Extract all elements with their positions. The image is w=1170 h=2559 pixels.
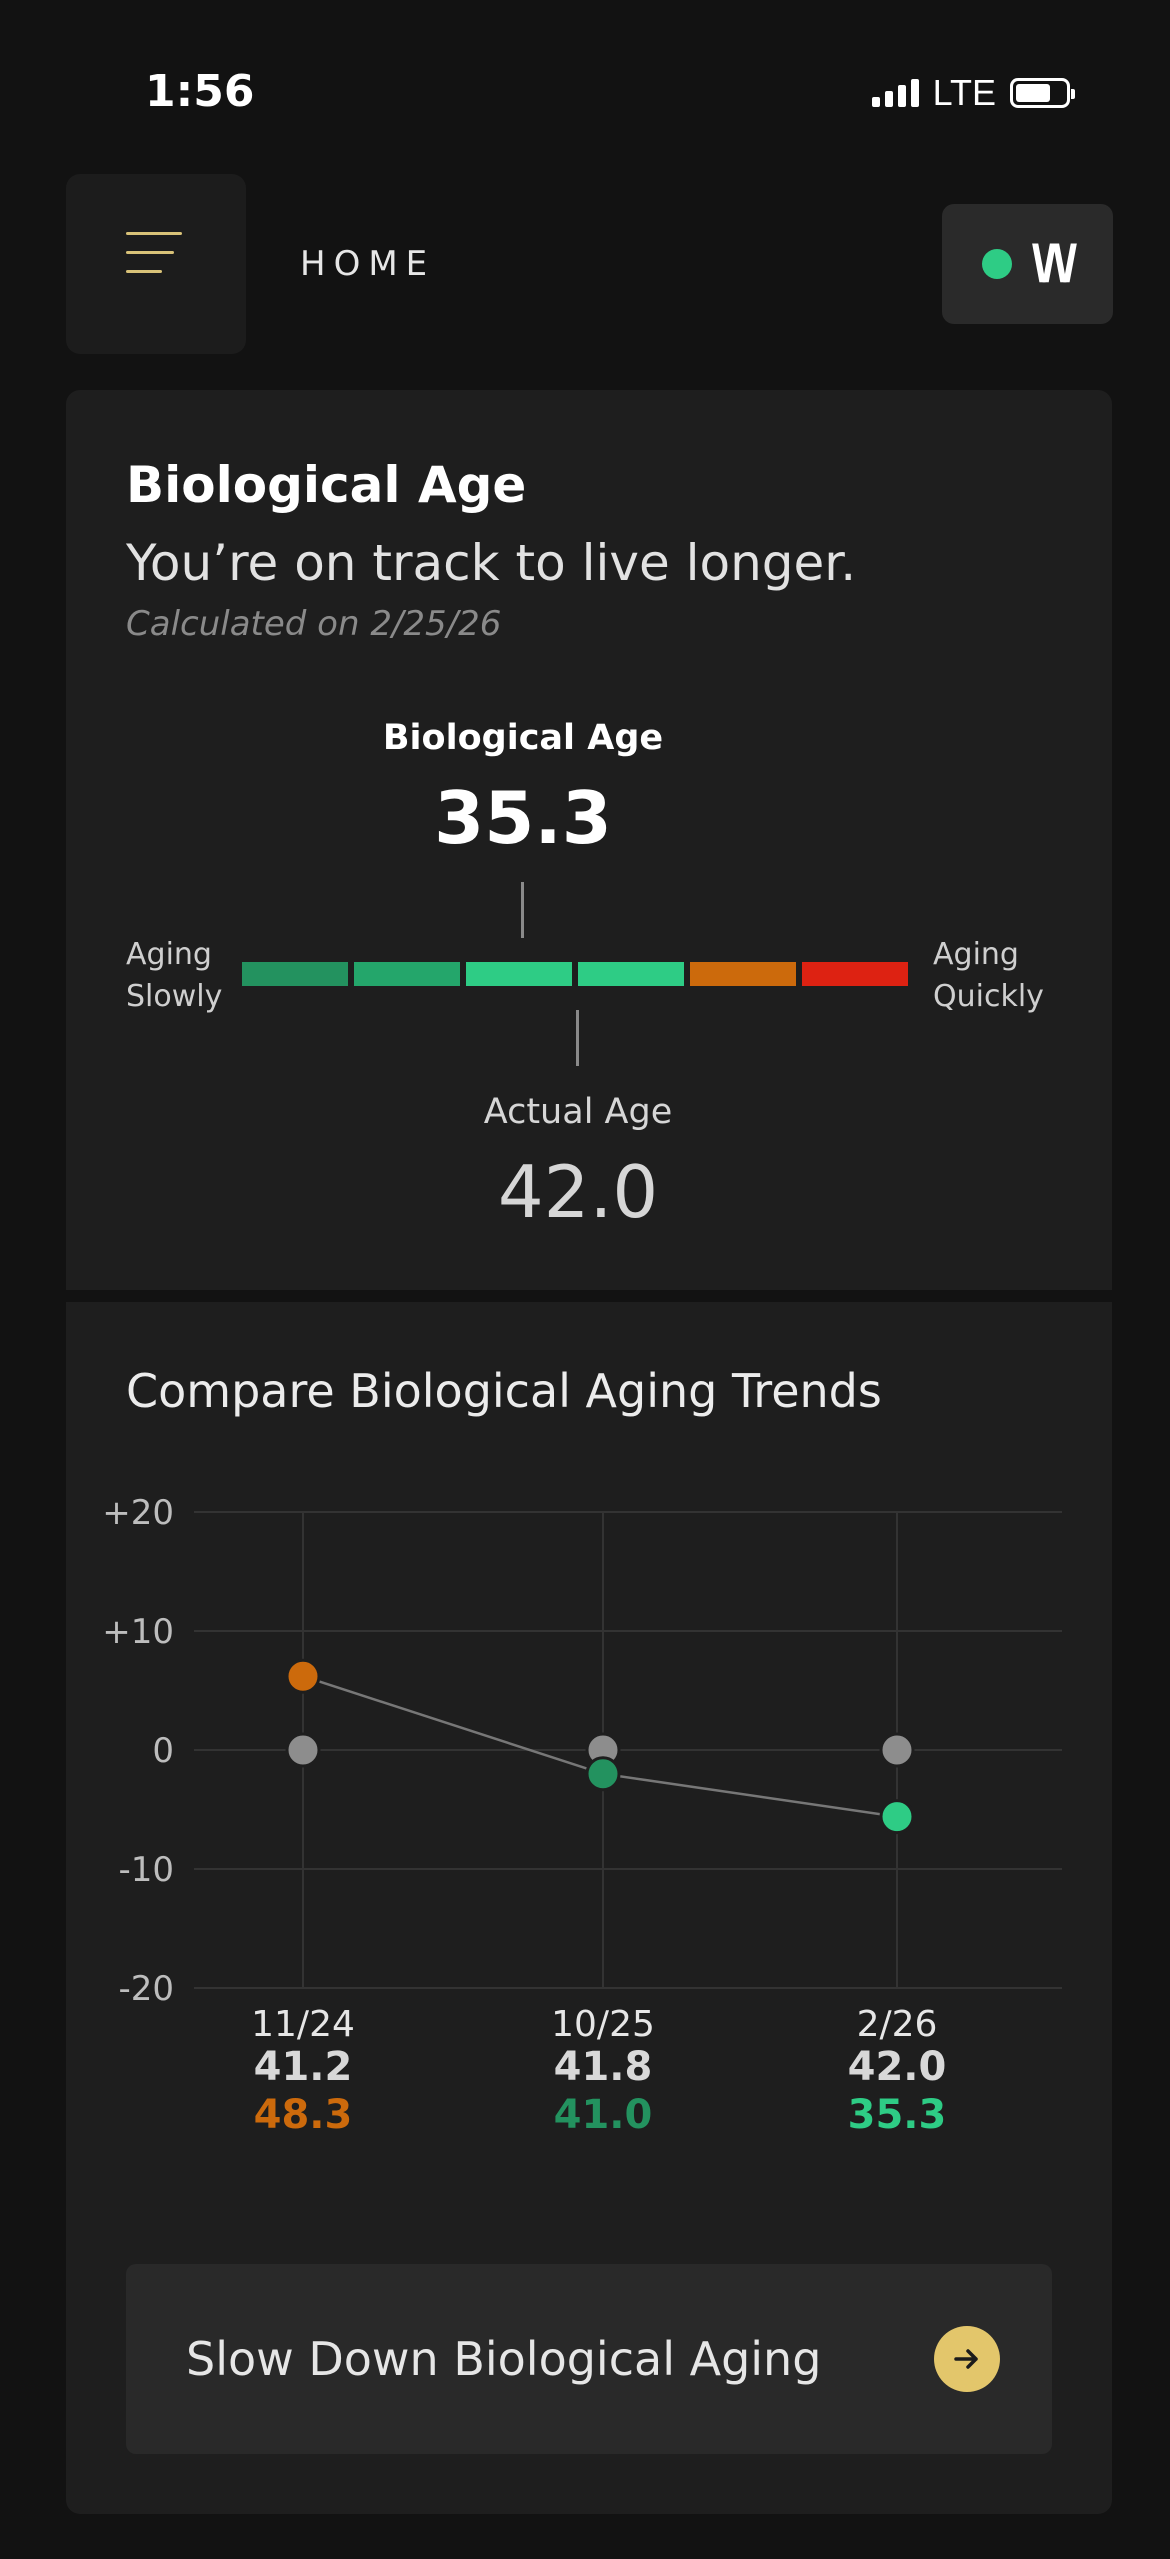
actual-age-marker — [576, 1010, 579, 1066]
network-type: LTE — [932, 72, 996, 113]
actual-age-point — [285, 1732, 321, 1768]
y-tick-label: +20 — [102, 1493, 174, 1533]
biological-age-label: Biological Age — [382, 718, 664, 758]
scale-segment-6 — [802, 962, 908, 986]
biological-age-data-label: 35.3 — [847, 2092, 947, 2138]
slow-down-aging-button[interactable]: Slow Down Biological Aging — [126, 2264, 1052, 2454]
brand-logo: \/\/ — [1031, 235, 1078, 293]
trends-title: Compare Biological Aging Trends — [126, 1364, 882, 1418]
actual-age-data-label: 41.2 — [253, 2044, 353, 2090]
aging-quickly-label: Aging Quickly — [933, 937, 1044, 1014]
y-tick-label: 0 — [152, 1731, 174, 1771]
biological-age-card — [66, 390, 1112, 1290]
biological-age-data-label: 41.0 — [553, 2092, 653, 2138]
card-title: Biological Age — [126, 456, 527, 514]
scale-segment-3 — [466, 962, 572, 986]
status-icons: LTE — [871, 72, 1075, 114]
actual-age-label: Actual Age — [483, 1092, 673, 1132]
card-subtitle: You’re on track to live longer. — [126, 534, 857, 592]
x-tick-label: 10/25 — [551, 2004, 655, 2045]
biological-age-point — [585, 1756, 621, 1792]
cta-label: Slow Down Biological Aging — [186, 2332, 822, 2386]
x-tick-label: 2/26 — [856, 2004, 938, 2045]
biological-age-data-label: 48.3 — [253, 2092, 353, 2138]
scale-segment-4 — [578, 962, 684, 986]
page-title: HOME — [300, 244, 436, 284]
arrow-right-icon — [934, 2326, 1000, 2392]
scale-segment-1 — [242, 962, 348, 986]
hamburger-icon — [126, 232, 182, 289]
device-status-button[interactable]: \/\/ — [942, 204, 1113, 324]
actual-age-point — [879, 1732, 915, 1768]
calculated-date: Calculated on 2/25/26 — [126, 604, 502, 644]
y-tick-label: -20 — [118, 1969, 174, 2009]
biological-age-point — [285, 1658, 321, 1694]
signal-icon — [871, 79, 919, 107]
menu-button[interactable] — [66, 174, 246, 354]
biological-age-point — [879, 1799, 915, 1835]
actual-age-value: 42.0 — [497, 1150, 659, 1234]
aging-scale-bar — [242, 962, 908, 986]
x-tick-label: 11/24 — [251, 2004, 355, 2045]
status-dot-icon — [981, 249, 1012, 279]
scale-segment-5 — [690, 962, 796, 986]
y-tick-label: -10 — [118, 1850, 174, 1890]
aging-slowly-label: Aging Slowly — [126, 937, 223, 1014]
actual-age-data-label: 42.0 — [847, 2044, 947, 2090]
battery-icon — [1010, 78, 1075, 108]
biological-age-value: 35.3 — [434, 776, 612, 860]
trend-chart: +20 +10 0 -10 -20 — [102, 1493, 1062, 2009]
actual-age-data-label: 41.8 — [553, 2044, 653, 2090]
biological-age-marker — [521, 882, 524, 938]
y-tick-label: +10 — [102, 1612, 174, 1652]
status-time: 1:56 — [145, 66, 255, 117]
scale-segment-2 — [354, 962, 460, 986]
